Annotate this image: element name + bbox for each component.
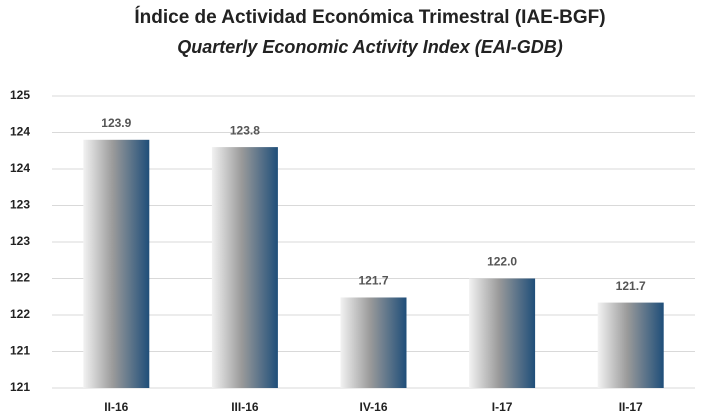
y-tick-label: 123 <box>10 198 30 212</box>
value-label: 123.9 <box>101 116 131 130</box>
y-tick-label: 122 <box>10 271 30 285</box>
bar <box>469 278 536 388</box>
x-tick-label: II-17 <box>619 400 643 414</box>
x-tick-label: II-16 <box>104 400 128 414</box>
value-label: 121.7 <box>358 274 388 288</box>
y-tick-label: 124 <box>10 125 30 139</box>
value-label: 123.8 <box>230 123 260 137</box>
bar <box>340 297 407 388</box>
x-tick-label: III-16 <box>231 400 259 414</box>
y-tick-label: 122 <box>10 307 30 321</box>
bar <box>211 147 278 388</box>
bar <box>597 302 664 388</box>
x-tick-label: IV-16 <box>359 400 387 414</box>
chart-title: Índice de Actividad Económica Trimestral… <box>134 6 605 28</box>
value-label: 122.0 <box>487 255 517 269</box>
y-tick-label: 121 <box>10 344 30 358</box>
chart-subtitle: Quarterly Economic Activity Index (EAI-G… <box>177 37 562 57</box>
y-tick-label: 125 <box>10 88 30 102</box>
y-tick-label: 123 <box>10 234 30 248</box>
value-label: 121.7 <box>616 279 646 293</box>
x-tick-label: I-17 <box>492 400 513 414</box>
y-tick-label: 124 <box>10 161 30 175</box>
bar <box>83 139 150 388</box>
y-tick-label: 121 <box>10 380 30 394</box>
